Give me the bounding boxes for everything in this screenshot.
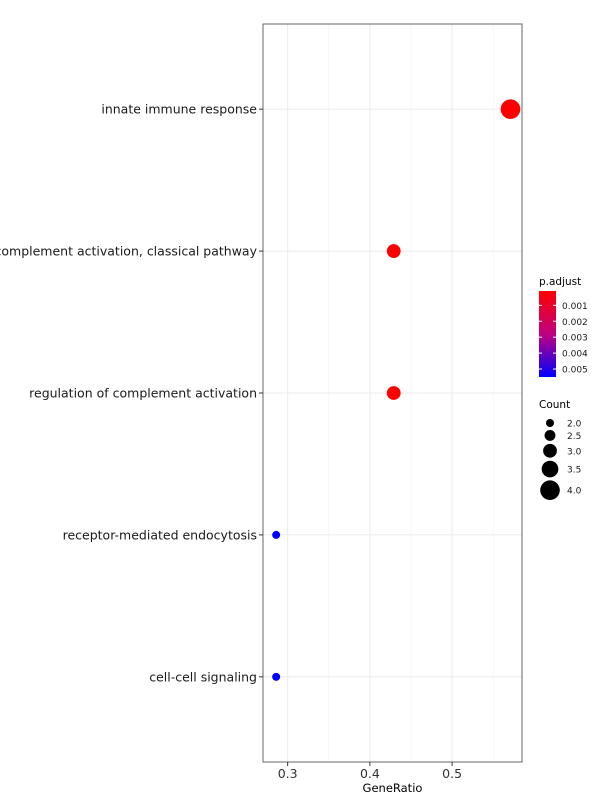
size-legend-dot [543,443,557,458]
size-legend-title: Count [539,399,570,411]
y-tick-label: complement activation, classical pathway [0,244,258,259]
y-tick-label: innate immune response [101,102,257,117]
size-legend-dot [541,460,559,478]
size-legend-label: 3.5 [567,466,581,476]
data-points [272,99,521,681]
size-legend-dot [540,480,560,501]
size-legend-dot [546,419,554,427]
data-point [386,386,401,400]
color-legend-tick-label: 0.004 [562,350,588,360]
y-tick-label: receptor-mediated endocytosis [63,527,257,542]
x-axis-title: GeneRatio [363,781,423,795]
size-legend-label: 2.5 [567,432,581,442]
x-axis: 0.3 0.4 0.5 [278,762,462,781]
size-legend-label: 4.0 [567,487,582,497]
size-legend: Count 2.0 2.5 3.0 3.5 4.0 [539,399,582,501]
data-point [272,672,281,681]
y-tick-label: regulation of complement activation [29,386,257,401]
color-legend-tick-label: 0.003 [562,334,588,344]
size-legend-dot [544,430,556,441]
color-legend: p.adjust 0.001 0.002 0.003 0.004 0.005 [539,276,588,377]
data-point [272,530,281,539]
y-axis: innate immune response complement activat… [0,102,263,684]
data-point [386,244,401,258]
color-legend-bar [539,291,556,377]
x-tick-label: 0.4 [360,766,380,781]
color-legend-tick-label: 0.005 [562,366,588,376]
color-legend-tick-label: 0.002 [562,318,588,328]
data-point [500,99,521,119]
x-tick-label: 0.3 [278,766,298,781]
size-legend-label: 2.0 [567,420,582,430]
size-legend-label: 3.0 [567,447,582,457]
color-legend-tick-label: 0.001 [562,302,588,312]
x-tick-label: 0.5 [442,766,462,781]
gridlines [263,24,522,762]
color-legend-title: p.adjust [539,276,581,288]
y-tick-label: cell-cell signaling [149,669,257,684]
